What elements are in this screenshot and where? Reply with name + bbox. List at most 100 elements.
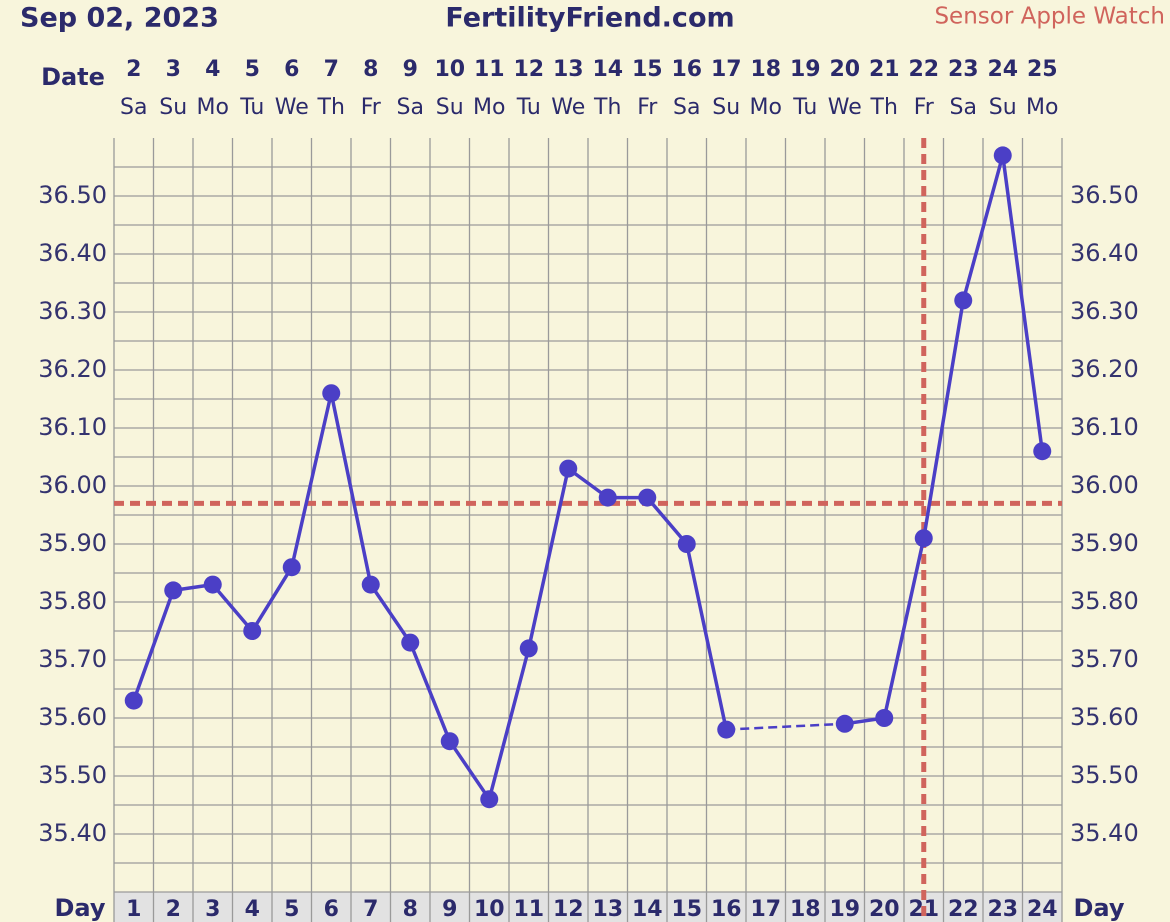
y2-tick-label: 35.40 bbox=[1070, 819, 1139, 847]
temperature-point bbox=[835, 714, 854, 733]
date-label: 17 bbox=[711, 57, 742, 82]
weekday-label: Su bbox=[436, 95, 464, 120]
y2-tick-label: 36.40 bbox=[1070, 239, 1139, 267]
day-label: 20 bbox=[869, 897, 900, 922]
gap-connector bbox=[726, 722, 845, 731]
y2-tick-label: 36.50 bbox=[1070, 181, 1139, 209]
date-label: 5 bbox=[245, 57, 260, 82]
weekday-label: Mo bbox=[473, 95, 505, 120]
temperature-point bbox=[559, 459, 578, 478]
weekday-label: Fr bbox=[637, 95, 658, 120]
y2-tick-label: 35.60 bbox=[1070, 703, 1139, 731]
weekday-label: Sa bbox=[673, 95, 700, 120]
y-tick-label: 35.70 bbox=[38, 645, 107, 673]
temperature-point bbox=[914, 529, 933, 548]
date-label: 13 bbox=[553, 57, 584, 82]
date-label: 14 bbox=[592, 57, 623, 82]
temperature-point bbox=[954, 291, 973, 310]
weekday-label: Fr bbox=[361, 95, 382, 120]
y2-tick-label: 35.90 bbox=[1070, 529, 1139, 557]
temperature-line bbox=[132, 391, 728, 801]
temperature-point bbox=[1033, 442, 1052, 461]
date-label: 10 bbox=[434, 57, 465, 82]
y2-tick-label: 36.30 bbox=[1070, 297, 1139, 325]
weekday-label: Su bbox=[989, 95, 1017, 120]
weekday-label: We bbox=[551, 95, 585, 120]
day-label: 17 bbox=[750, 897, 781, 922]
y-tick-label: 35.40 bbox=[38, 819, 107, 847]
temperature-point bbox=[124, 691, 143, 710]
day-label: 8 bbox=[403, 897, 418, 922]
day-label: 1 bbox=[126, 897, 141, 922]
temperature-point bbox=[322, 384, 341, 403]
day-label: 7 bbox=[363, 897, 378, 922]
day-label: 6 bbox=[324, 897, 339, 922]
temperature-point bbox=[282, 558, 301, 577]
date-label: 15 bbox=[632, 57, 663, 82]
date-label: 11 bbox=[474, 57, 505, 82]
date-label: 20 bbox=[829, 57, 860, 82]
weekday-label: We bbox=[275, 95, 309, 120]
date-label: 3 bbox=[166, 57, 181, 82]
y-tick-label: 36.20 bbox=[38, 355, 107, 383]
day-label: 4 bbox=[245, 897, 260, 922]
temperature-point bbox=[164, 581, 183, 600]
date-label: 9 bbox=[403, 57, 418, 82]
temperature-point bbox=[598, 488, 617, 507]
temperature-point bbox=[717, 720, 736, 739]
y-tick-label: 36.40 bbox=[38, 239, 107, 267]
temperature-point bbox=[361, 575, 380, 594]
date-label: 2 bbox=[126, 57, 141, 82]
day-label: 10 bbox=[474, 897, 505, 922]
date-label: 4 bbox=[205, 57, 220, 82]
temperature-point bbox=[203, 575, 222, 594]
day-label: 11 bbox=[513, 897, 544, 922]
y2-tick-label: 36.00 bbox=[1070, 471, 1139, 499]
chart-date: Sep 02, 2023 bbox=[20, 3, 219, 34]
weekday-label: Tu bbox=[516, 95, 541, 120]
date-label: 18 bbox=[750, 57, 781, 82]
weekday-label: Tu bbox=[792, 95, 817, 120]
temperature-point bbox=[875, 709, 894, 727]
weekday-label: Mo bbox=[1026, 95, 1058, 120]
day-label: 14 bbox=[632, 897, 663, 922]
date-label: 8 bbox=[363, 57, 378, 82]
temperature-point bbox=[993, 146, 1012, 165]
day-label: 3 bbox=[205, 897, 220, 922]
weekday-label: Sa bbox=[950, 95, 977, 120]
date-label: 19 bbox=[790, 57, 821, 82]
day-label: 13 bbox=[592, 897, 623, 922]
weekday-label: Su bbox=[712, 95, 740, 120]
y-tick-label: 36.00 bbox=[38, 471, 107, 499]
temperature-point bbox=[401, 633, 420, 652]
date-label: 12 bbox=[513, 57, 544, 82]
day-label: 9 bbox=[442, 897, 457, 922]
y-tick-label: 35.60 bbox=[38, 703, 107, 731]
weekday-label: Mo bbox=[197, 95, 229, 120]
y2-tick-label: 36.10 bbox=[1070, 413, 1139, 441]
temperature-point bbox=[440, 732, 459, 751]
y-tick-label: 35.50 bbox=[38, 761, 107, 789]
y-tick-label: 36.30 bbox=[38, 297, 107, 325]
y-tick-label: 35.90 bbox=[38, 529, 107, 557]
temperature-point bbox=[638, 488, 657, 507]
day-row-label: Day bbox=[54, 894, 105, 922]
temperature-point bbox=[243, 622, 262, 640]
weekday-label: Tu bbox=[239, 95, 264, 120]
day-label: 5 bbox=[284, 897, 299, 922]
weekday-label: Fr bbox=[914, 95, 935, 120]
date-label: 23 bbox=[948, 57, 979, 82]
day-label: 2 bbox=[166, 897, 181, 922]
day-label: 12 bbox=[553, 897, 584, 922]
day-label: 24 bbox=[1027, 897, 1058, 922]
sensor-label: Sensor Apple Watch bbox=[934, 4, 1165, 30]
date-label: 7 bbox=[324, 57, 339, 82]
day-row-label: Day bbox=[1073, 894, 1124, 922]
weekday-label: Sa bbox=[120, 95, 147, 120]
date-label: 24 bbox=[987, 57, 1018, 82]
day-label: 23 bbox=[987, 897, 1018, 922]
weekday-label: Th bbox=[870, 95, 898, 120]
day-label: 22 bbox=[948, 897, 979, 922]
weekday-label: Su bbox=[159, 95, 187, 120]
weekday-label: We bbox=[828, 95, 862, 120]
